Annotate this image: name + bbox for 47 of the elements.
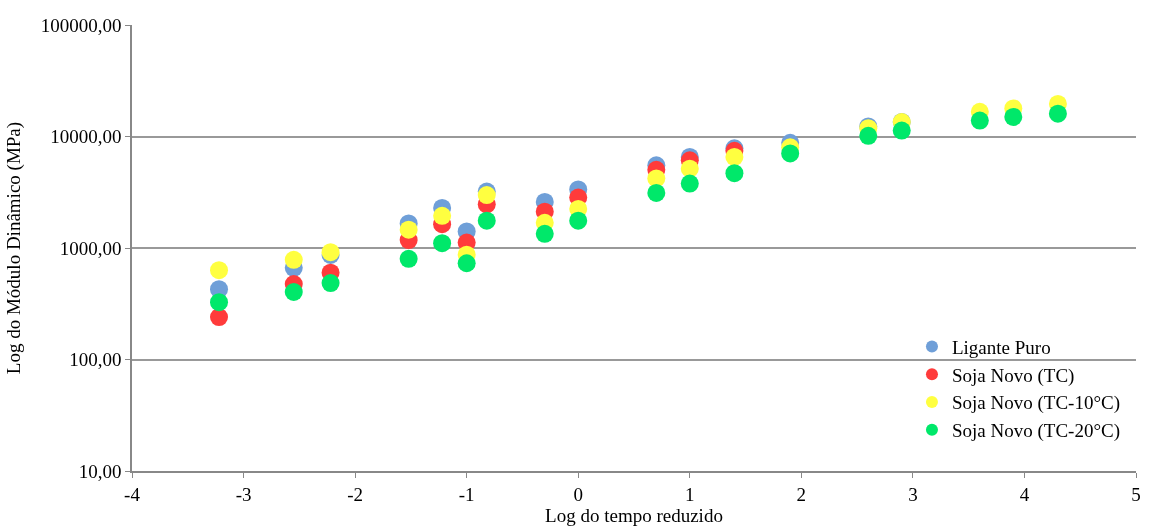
point [647, 183, 666, 202]
point [725, 147, 744, 166]
point [457, 254, 476, 273]
legend-label: Ligante Puro [951, 336, 1051, 358]
y-tick-label: 100000,00 [40, 14, 122, 36]
point [284, 283, 303, 301]
point [321, 274, 340, 293]
x-tick-label: 2 [796, 483, 807, 505]
point [535, 224, 554, 243]
point [859, 126, 878, 145]
point [399, 220, 418, 239]
x-axis-title: Log do tempo reduzido [545, 504, 723, 526]
y-tick-label: 10,00 [78, 460, 122, 482]
point [680, 159, 699, 178]
point [210, 308, 229, 327]
point [433, 206, 452, 225]
y-tick-label: 1000,00 [59, 237, 122, 259]
legend-label: Soja Novo (TC) [951, 364, 1075, 387]
point [210, 293, 229, 312]
point [433, 234, 452, 253]
y-axis-title: Log do Módulo Dinâmico (MPa) [3, 121, 26, 375]
point [569, 211, 588, 230]
y-tick-label: 100,00 [69, 349, 122, 371]
point [210, 261, 229, 280]
legend-label: Soja Novo (TC-10°C) [951, 392, 1120, 415]
point [284, 250, 303, 269]
point [781, 144, 800, 163]
point [970, 111, 989, 130]
x-tick-label: -1 [458, 483, 475, 505]
legend-label: Soja Novo (TC-20°C) [951, 420, 1120, 443]
x-tick-label: 1 [685, 483, 695, 505]
x-tick-label: -3 [235, 483, 252, 505]
point [680, 174, 699, 193]
point [1048, 104, 1067, 123]
y-tick-label: 10000,00 [50, 126, 122, 148]
point [399, 249, 418, 268]
point [1004, 107, 1023, 126]
x-tick-label: -4 [124, 483, 141, 505]
x-tick-label: 3 [908, 483, 918, 505]
x-tick-label: 4 [1019, 483, 1030, 505]
point [477, 186, 496, 205]
point [892, 121, 911, 140]
point [725, 164, 744, 183]
x-tick-label: 5 [1131, 483, 1141, 505]
point [477, 211, 496, 230]
x-tick-label: 0 [573, 483, 583, 505]
x-tick-label: -2 [347, 483, 364, 505]
